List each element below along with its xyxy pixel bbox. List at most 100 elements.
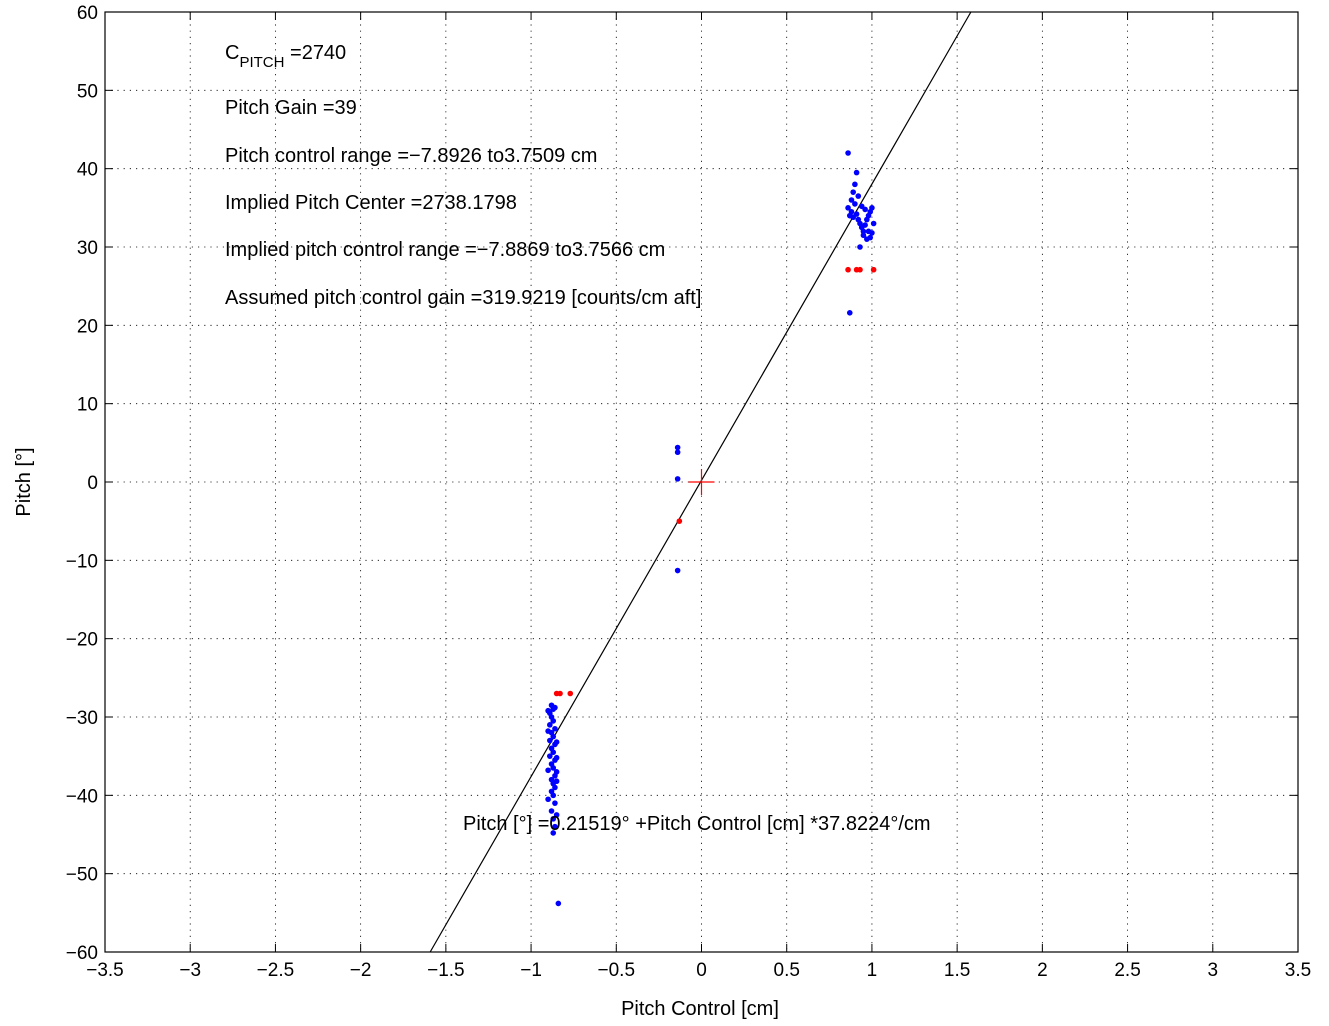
axis-ticks — [104, 11, 1299, 953]
x-tick-label: 2.5 — [1114, 960, 1140, 981]
x-tick-label: 0.5 — [774, 960, 800, 981]
blue-data-point — [550, 749, 557, 756]
blue-data-point — [848, 197, 855, 203]
y-tick-label: −50 — [66, 865, 98, 886]
red-data-point — [870, 266, 877, 273]
blue-data-point — [553, 778, 560, 785]
grid-lines — [105, 12, 1298, 952]
annotation-pitch-gain: Pitch Gain =39 — [225, 97, 357, 119]
x-tick-label: −0.5 — [598, 960, 636, 981]
x-tick-labels: −3.5 −3 −2.5 −2 −1.5 −1 −0.5 0 0.5 1 1.5 2 2.5 3 3.5 — [86, 960, 1311, 981]
blue-data-point — [550, 765, 557, 771]
x-tick-label: −1.5 — [427, 960, 465, 981]
red-data-point — [845, 266, 851, 273]
x-axis-label: Pitch Control [cm] — [621, 998, 779, 1020]
y-tick-label: −20 — [66, 630, 98, 651]
blue-data-point — [552, 704, 558, 711]
blue-data-point — [674, 567, 681, 574]
blue-data-point — [860, 232, 867, 239]
blue-data-point — [855, 216, 862, 223]
blue-data-point — [550, 733, 557, 740]
x-tick-label: 3 — [1207, 960, 1218, 981]
red-data-point — [676, 518, 683, 524]
center-marker-group — [688, 469, 715, 495]
x-tick-label: −3 — [179, 960, 201, 981]
blue-data-point — [552, 800, 558, 806]
y-tick-label: 50 — [77, 81, 98, 102]
blue-data-point — [547, 722, 553, 728]
blue-data-point — [553, 739, 560, 745]
blue-data-point — [845, 205, 851, 211]
x-tick-label: 1 — [867, 960, 878, 981]
blue-data-point — [848, 208, 855, 215]
y-tick-label: −10 — [66, 551, 98, 572]
annotation-implied-center: Implied Pitch Center =2738.1798 — [225, 192, 517, 214]
y-tick-label: −40 — [66, 786, 98, 807]
y-tick-label: 10 — [77, 395, 98, 416]
blue-data-point — [552, 772, 558, 779]
y-tick-label: 30 — [77, 238, 98, 259]
y-tick-label: 40 — [77, 160, 98, 181]
blue-data-point — [674, 449, 681, 456]
blue-data-point — [548, 808, 555, 814]
blue-data-point — [858, 203, 865, 210]
blue-data-point — [674, 476, 681, 482]
data-points — [545, 150, 877, 907]
y-tick-labels: −60 −50 −40 −30 −20 −10 0 10 20 30 40 50 60 — [66, 3, 98, 964]
annotation-c-pitch: CPITCH =2740 — [225, 42, 346, 71]
blue-data-point — [550, 816, 557, 822]
blue-data-point — [855, 193, 862, 199]
blue-data-point — [846, 310, 853, 316]
blue-data-point — [547, 753, 553, 759]
blue-data-point — [550, 792, 557, 799]
blue-data-point — [550, 830, 557, 836]
y-tick-label: 0 — [87, 473, 98, 494]
blue-data-point — [850, 189, 856, 195]
blue-data-point — [852, 181, 858, 188]
x-tick-label: 1.5 — [944, 960, 970, 981]
x-tick-label: 0 — [696, 960, 707, 981]
blue-data-point — [552, 823, 558, 830]
annotation-c-pitch-value: =2740 — [284, 42, 346, 64]
x-tick-label: −2.5 — [257, 960, 295, 981]
blue-data-point — [553, 812, 560, 818]
x-tick-label: −3.5 — [86, 960, 124, 981]
blue-data-point — [552, 784, 558, 791]
blue-data-point — [545, 728, 551, 734]
blue-data-point — [853, 169, 860, 176]
blue-data-point — [552, 725, 558, 732]
blue-data-point — [869, 230, 875, 236]
blue-data-point — [550, 718, 557, 724]
blue-data-point — [553, 754, 560, 761]
blue-data-point — [547, 737, 553, 744]
x-tick-label: −1 — [520, 960, 542, 981]
y-axis-label: Pitch [°] — [13, 447, 35, 516]
x-tick-label: 2 — [1037, 960, 1048, 981]
annotation-assumed-gain: Assumed pitch control gain =319.9219 [co… — [225, 287, 701, 309]
blue-data-point — [545, 767, 551, 774]
annotation-implied-range: Implied pitch control range =−7.8869 to3… — [225, 239, 665, 261]
blue-data-point — [864, 236, 870, 242]
red-data-point — [567, 690, 574, 697]
blue-data-point — [867, 208, 874, 215]
blue-data-point — [870, 220, 877, 227]
blue-data-point — [555, 900, 562, 907]
annotation-fit-equation: Pitch [°] =0.21519° +Pitch Control [cm] … — [463, 813, 931, 835]
blue-data-point — [545, 707, 551, 714]
blue-data-point — [860, 228, 867, 235]
blue-data-point — [857, 244, 863, 250]
annotation-control-range: Pitch control range =−7.8926 to3.7509 cm — [225, 145, 597, 167]
x-tick-label: 3.5 — [1285, 960, 1311, 981]
blue-data-point — [545, 796, 551, 803]
y-tick-label: 60 — [77, 3, 98, 24]
red-data-point — [857, 266, 863, 273]
blue-data-point — [852, 201, 858, 207]
blue-data-point — [845, 150, 851, 156]
blue-data-point — [862, 222, 868, 228]
blue-data-point — [674, 444, 681, 451]
x-tick-label: −2 — [350, 960, 372, 981]
blue-data-point — [853, 211, 860, 217]
y-tick-label: −30 — [66, 708, 98, 729]
red-data-point — [557, 690, 563, 697]
